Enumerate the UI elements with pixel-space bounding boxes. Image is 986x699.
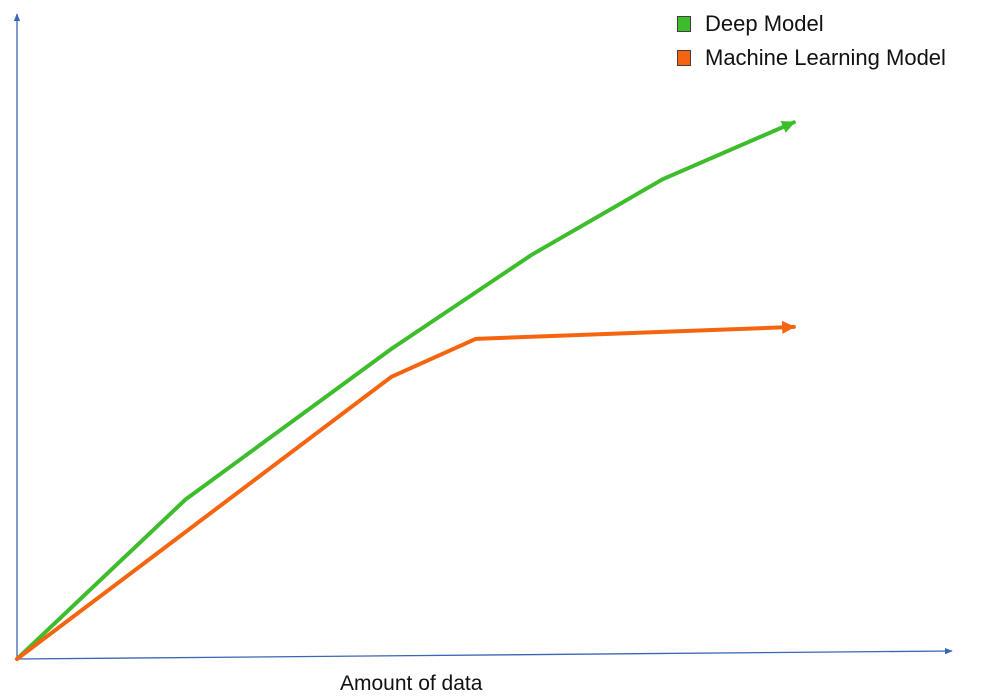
legend-swatch-deep-model [677,16,691,32]
legend-item-deep-model: Deep Model [677,11,946,36]
series-layer [15,120,796,661]
x-axis-label: Amount of data [340,672,483,695]
legend-label-deep-model: Deep Model [705,11,824,36]
x-axis-line [16,647,953,660]
legend: Deep Model Machine Learning Model [677,11,946,70]
legend-swatch-machine-learning-model [677,50,691,66]
series-line-machine-learning-model [15,320,796,661]
legend-item-machine-learning-model: Machine Learning Model [677,45,946,70]
series-line-deep-model [15,120,796,661]
legend-label-machine-learning-model: Machine Learning Model [705,45,946,70]
